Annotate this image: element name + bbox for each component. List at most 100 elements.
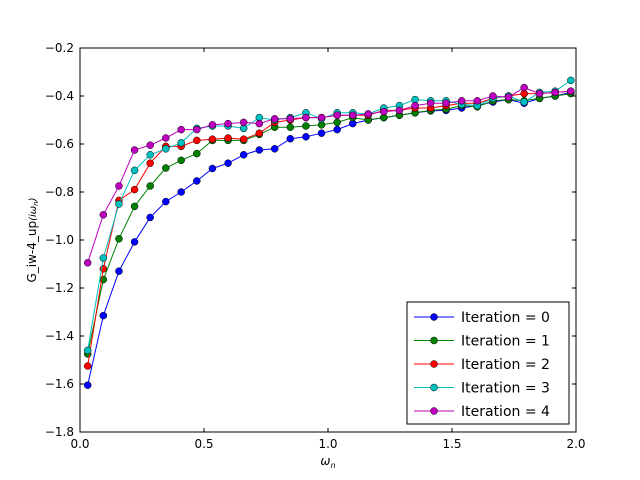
data-point bbox=[333, 118, 341, 127]
x-tick-label: 0.0 bbox=[70, 437, 89, 451]
y-axis-label-suffix: (iωn) bbox=[28, 197, 40, 220]
data-point bbox=[208, 121, 217, 129]
x-tick-label: 1.5 bbox=[442, 437, 461, 451]
legend-marker bbox=[430, 313, 438, 321]
data-point bbox=[426, 99, 435, 107]
y-tick-label: −1.0 bbox=[45, 233, 74, 247]
y-tick-label: −0.4 bbox=[45, 89, 74, 103]
data-point bbox=[317, 129, 326, 137]
y-tick-label: −1.2 bbox=[45, 281, 74, 295]
y-axis-label-prefix: G_iw-4_up bbox=[25, 221, 39, 283]
data-point bbox=[83, 259, 92, 267]
legend-entry-2: Iteration = 2 bbox=[414, 357, 550, 373]
data-point bbox=[83, 362, 92, 370]
data-point bbox=[473, 97, 482, 105]
legend-entry-1: Iteration = 1 bbox=[414, 334, 550, 350]
data-point bbox=[395, 106, 404, 115]
data-point bbox=[99, 211, 108, 219]
data-point bbox=[162, 164, 170, 172]
data-point bbox=[224, 134, 232, 142]
data-point bbox=[286, 134, 295, 143]
legend-marker bbox=[430, 336, 438, 345]
data-point bbox=[130, 166, 139, 175]
legend-label: Iteration = 2 bbox=[461, 357, 550, 373]
data-point bbox=[457, 97, 466, 105]
data-point bbox=[130, 185, 139, 194]
data-point bbox=[193, 177, 201, 185]
data-point bbox=[349, 111, 357, 119]
data-point bbox=[255, 129, 264, 137]
data-point bbox=[567, 87, 575, 95]
legend-label: Iteration = 0 bbox=[461, 310, 550, 326]
data-point bbox=[270, 145, 279, 153]
data-point bbox=[302, 122, 310, 130]
data-point bbox=[520, 83, 528, 92]
x-axis-label-omega: ω bbox=[320, 454, 330, 468]
y-tick-label: −1.4 bbox=[45, 329, 74, 343]
data-point bbox=[162, 134, 170, 142]
legend: Iteration = 0 Iteration = 1 Iteration = 2 I… bbox=[406, 301, 570, 425]
data-point bbox=[520, 98, 528, 106]
data-point bbox=[551, 88, 559, 97]
data-point bbox=[130, 238, 139, 246]
x-tick-label: 1.0 bbox=[318, 437, 337, 451]
data-point bbox=[270, 115, 279, 123]
data-point bbox=[146, 213, 154, 222]
legend-entry-0: Iteration = 0 bbox=[414, 310, 550, 326]
data-point bbox=[130, 202, 139, 211]
data-point bbox=[115, 235, 123, 243]
data-point bbox=[115, 182, 123, 190]
data-point bbox=[193, 125, 201, 134]
legend-entry-3: Iteration = 3 bbox=[414, 381, 550, 397]
legend-marker bbox=[430, 383, 438, 392]
x-axis-label-sub: n bbox=[330, 461, 335, 470]
data-point bbox=[286, 123, 295, 131]
data-point bbox=[177, 125, 185, 134]
x-tick-label: 0.5 bbox=[194, 437, 213, 451]
data-point bbox=[162, 197, 170, 206]
data-point bbox=[146, 141, 154, 149]
legend-marker bbox=[430, 407, 438, 415]
legend-entry-4: Iteration = 4 bbox=[414, 404, 550, 420]
data-point bbox=[193, 149, 201, 158]
data-point bbox=[255, 146, 264, 154]
data-point bbox=[224, 159, 232, 167]
data-point bbox=[317, 113, 326, 122]
data-point bbox=[83, 381, 92, 389]
legend-label: Iteration = 4 bbox=[461, 404, 550, 420]
legend-label: Iteration = 1 bbox=[461, 334, 550, 350]
data-point bbox=[146, 151, 154, 159]
data-point bbox=[146, 182, 154, 190]
data-point bbox=[535, 89, 544, 98]
y-axis-label: G_iw-4_up(iωn) bbox=[25, 197, 40, 282]
data-point bbox=[99, 254, 108, 262]
data-point bbox=[115, 267, 123, 275]
data-point bbox=[177, 188, 185, 196]
data-point bbox=[364, 110, 372, 118]
y-tick-label: −1.6 bbox=[45, 377, 74, 391]
data-point bbox=[489, 92, 497, 100]
data-point bbox=[411, 101, 419, 110]
data-point bbox=[83, 346, 92, 355]
y-tick-label: −0.8 bbox=[45, 185, 74, 199]
data-point bbox=[224, 119, 232, 128]
data-point bbox=[504, 93, 513, 101]
data-point bbox=[567, 76, 575, 85]
data-point bbox=[302, 113, 310, 122]
data-point bbox=[239, 151, 248, 159]
data-point bbox=[208, 135, 217, 143]
series-4 bbox=[83, 83, 575, 267]
data-point bbox=[193, 136, 201, 145]
legend-label: Iteration = 3 bbox=[461, 381, 550, 397]
data-point bbox=[442, 99, 450, 107]
data-point bbox=[162, 145, 170, 153]
data-point bbox=[333, 125, 341, 134]
data-point bbox=[177, 139, 185, 147]
data-point bbox=[130, 146, 139, 154]
data-point bbox=[333, 111, 341, 119]
data-point bbox=[239, 118, 248, 127]
data-point bbox=[286, 115, 295, 123]
x-axis-label: ωn bbox=[320, 454, 335, 470]
data-point bbox=[239, 135, 248, 143]
